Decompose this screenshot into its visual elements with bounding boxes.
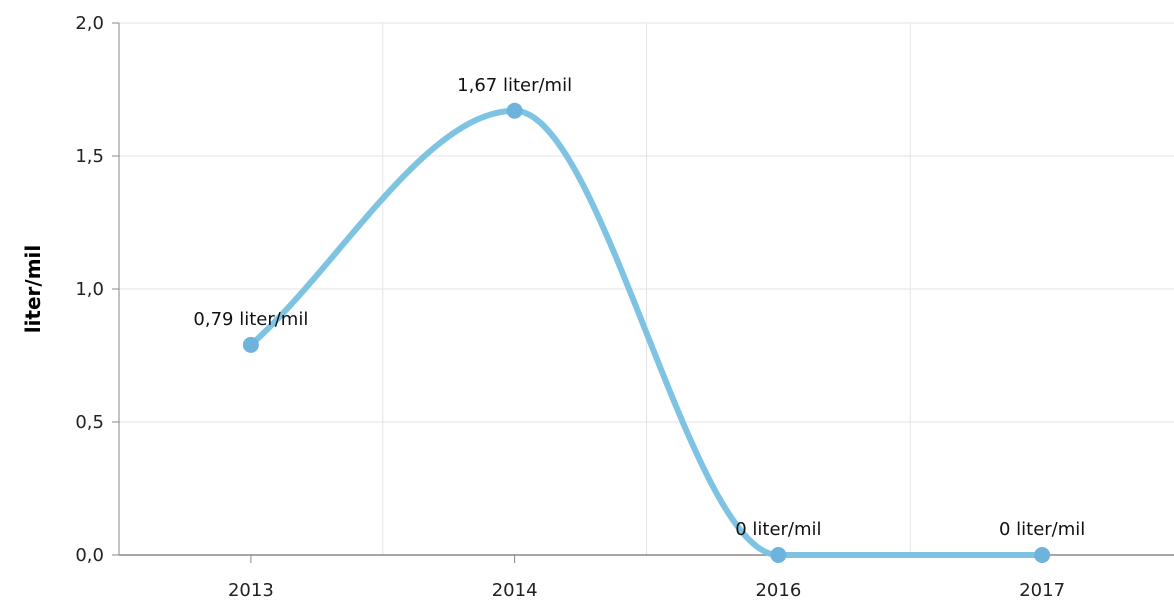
data-labels: 0,79 liter/mil 1,67 liter/mil 0 liter/mil 0… — [193, 75, 1085, 540]
data-point-marker — [242, 336, 259, 353]
y-tick-label: 2,0 — [75, 13, 104, 34]
y-tick-label: 1,0 — [75, 279, 104, 300]
data-point-marker — [506, 102, 523, 119]
y-tick-label: 0,5 — [75, 412, 104, 433]
x-tick-label: 2013 — [228, 580, 274, 601]
data-label: 0 liter/mil — [735, 519, 821, 540]
y-tick-label: 0,0 — [75, 545, 104, 566]
x-tick-label: 2016 — [755, 580, 801, 601]
data-label: 1,67 liter/mil — [457, 75, 572, 96]
x-tick-label: 2014 — [492, 580, 538, 601]
series-group — [242, 102, 1051, 563]
y-tick-label: 1,5 — [75, 146, 104, 167]
axes: 0,0 0,5 1,0 1,5 2,0 2013 2014 2016 2017 — [75, 13, 1174, 601]
y-axis-title: liter/mil — [21, 245, 45, 334]
data-point-marker — [1034, 547, 1051, 563]
data-label: 0 liter/mil — [999, 519, 1085, 540]
series-line — [247, 107, 1046, 558]
data-label: 0,79 liter/mil — [193, 309, 308, 330]
grid — [119, 22, 1174, 555]
data-point-marker — [770, 547, 787, 563]
x-tick-label: 2017 — [1019, 580, 1065, 601]
